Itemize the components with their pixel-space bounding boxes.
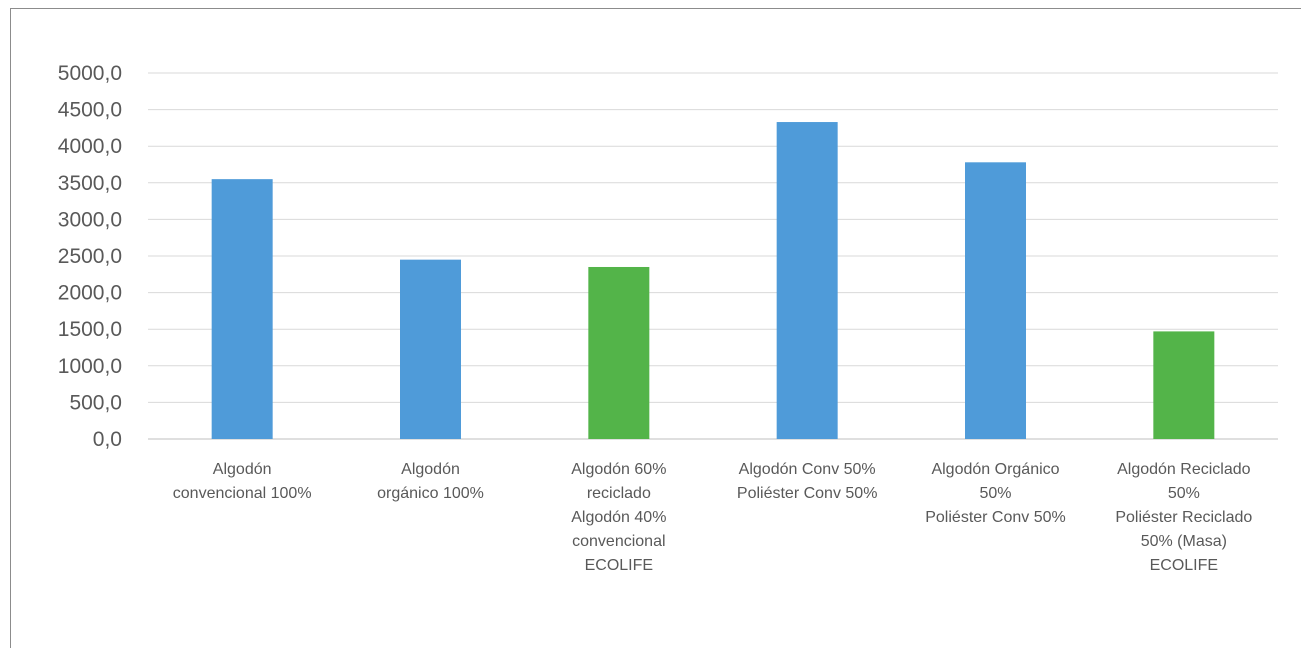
x-category-label-line: reciclado — [587, 485, 651, 502]
x-category-label-line: 50% — [979, 485, 1011, 502]
y-tick-label: 4000,0 — [58, 135, 122, 158]
y-tick-label: 0,0 — [93, 428, 122, 451]
bar — [211, 179, 273, 439]
x-category-label-line: 50% (Masa) — [1141, 533, 1227, 550]
bar — [588, 266, 650, 439]
x-category-label: Algodón orgánico 100% — [377, 461, 484, 502]
x-category-label-line: orgánico 100% — [377, 485, 484, 502]
gridlines — [148, 72, 1278, 440]
x-category-label: Algodón Conv 50% Poliéster Conv 50% — [737, 461, 878, 502]
x-category-label-line: convencional 100% — [173, 485, 312, 502]
y-tick-label: 500,0 — [69, 391, 122, 414]
y-tick-label: 1000,0 — [58, 355, 122, 378]
x-category-label-line: Poliéster Conv 50% — [737, 485, 878, 502]
x-category-label: Algodón 60% reciclado Algodón 40% convencio… — [571, 461, 666, 574]
bar — [965, 162, 1026, 439]
x-category-label-line: ECOLIFE — [1150, 557, 1218, 574]
x-axis-category-labels: Algodón convencional 100% Algodón orgánico … — [173, 461, 1253, 574]
y-tick-label: 3500,0 — [58, 172, 122, 195]
y-tick-label: 5000,0 — [58, 62, 122, 85]
y-tick-label: 1500,0 — [58, 318, 122, 341]
x-category-label-line: Algodón 60% — [571, 461, 666, 478]
x-category-label-line: ECOLIFE — [585, 557, 653, 574]
x-category-label: Algodón Reciclado 50% Poliéster Reciclado 5… — [1115, 461, 1252, 574]
x-category-label-line: convencional — [572, 533, 665, 550]
y-tick-label: 3000,0 — [58, 208, 122, 231]
x-category-label-line: Algodón 40% — [571, 509, 666, 526]
x-category-label-line: Algodón Orgánico — [931, 461, 1059, 478]
x-category-label-line: Algodón — [213, 461, 272, 478]
y-tick-label: 2500,0 — [58, 245, 122, 268]
bar — [1153, 331, 1215, 439]
y-tick-label: 4500,0 — [58, 99, 122, 122]
x-category-label-line: Algodón — [401, 461, 460, 478]
bar-chart: 0,0 500,0 1000,0 1500,0 2000,0 2500,0 3000,0 35… — [58, 62, 1278, 574]
x-category-label: Algodón Orgánico 50% Poliéster Conv 50% — [925, 461, 1066, 526]
x-category-label-line: Poliéster Reciclado — [1115, 509, 1252, 526]
bar — [776, 122, 838, 439]
x-category-label-line: 50% — [1168, 485, 1200, 502]
bars — [211, 122, 1215, 439]
x-category-label-line: Algodón Reciclado — [1117, 461, 1251, 478]
x-category-label: Algodón convencional 100% — [173, 461, 312, 502]
y-axis-tick-labels: 0,0 500,0 1000,0 1500,0 2000,0 2500,0 3000,0 35… — [58, 62, 122, 451]
y-tick-label: 2000,0 — [58, 282, 122, 305]
x-category-label-line: Algodón Conv 50% — [739, 461, 876, 478]
x-category-label-line: Poliéster Conv 50% — [925, 509, 1066, 526]
chart-frame — [10, 8, 1301, 648]
bar — [400, 259, 461, 439]
